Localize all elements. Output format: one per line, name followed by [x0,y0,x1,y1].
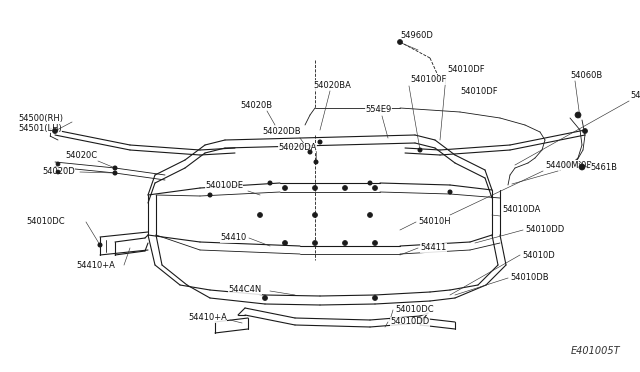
Circle shape [282,241,287,246]
Circle shape [312,186,317,190]
Text: 540100F: 540100F [410,76,446,84]
Circle shape [56,170,60,174]
Circle shape [418,148,422,152]
Circle shape [312,212,317,218]
Text: 54010DF: 54010DF [460,87,498,96]
Text: 54060B: 54060B [570,71,602,80]
Text: 54010H: 54010H [418,218,451,227]
Text: 54020DA: 54020DA [278,144,316,153]
Circle shape [52,128,58,134]
Text: 54410+A: 54410+A [188,314,227,323]
Circle shape [98,243,102,247]
Text: 54010DC: 54010DC [395,305,434,314]
Circle shape [312,241,317,246]
Circle shape [262,295,268,301]
Circle shape [368,181,372,185]
Circle shape [372,186,378,190]
Circle shape [372,295,378,301]
Text: 554E9: 554E9 [365,106,391,115]
Text: 54410+A: 54410+A [76,260,115,269]
Text: 54400M: 54400M [545,160,579,170]
Text: 54010D: 54010D [522,250,555,260]
Text: E401005T: E401005T [570,346,620,356]
Text: 54020BA: 54020BA [313,80,351,90]
Circle shape [113,171,117,175]
Circle shape [342,186,348,190]
Circle shape [56,162,60,166]
Circle shape [314,160,318,164]
Circle shape [208,193,212,197]
Text: 54020D: 54020D [42,167,75,176]
Text: 54611: 54611 [630,90,640,99]
Text: 54410: 54410 [220,234,246,243]
Text: 54010DD: 54010DD [390,317,429,327]
Text: 54411: 54411 [420,244,446,253]
Circle shape [367,212,372,218]
Circle shape [448,190,452,194]
Circle shape [282,186,287,190]
Circle shape [575,112,581,118]
Text: 54060B: 54060B [560,160,592,170]
Text: 5461B: 5461B [590,164,617,173]
Text: 54500(RH): 54500(RH) [18,113,63,122]
Text: 54010DF: 54010DF [447,65,484,74]
Text: 54501(LH): 54501(LH) [18,124,61,132]
Circle shape [372,241,378,246]
Text: 54010DD: 54010DD [525,225,564,234]
Text: 54020C: 54020C [65,151,97,160]
Circle shape [257,212,262,218]
Circle shape [397,39,403,45]
Text: 54020DB: 54020DB [262,128,301,137]
Text: 54010DB: 54010DB [510,273,548,282]
Circle shape [308,150,312,154]
Text: 54960D: 54960D [400,31,433,39]
Circle shape [113,166,117,170]
Text: 54010DE: 54010DE [205,180,243,189]
Text: 54020B: 54020B [240,100,272,109]
Circle shape [582,128,588,134]
Circle shape [318,140,322,144]
Text: 54010DC: 54010DC [26,218,65,227]
Text: 54010DA: 54010DA [502,205,540,215]
Circle shape [579,164,585,170]
Text: 544C4N: 544C4N [228,285,261,295]
Circle shape [268,181,272,185]
Circle shape [342,241,348,246]
